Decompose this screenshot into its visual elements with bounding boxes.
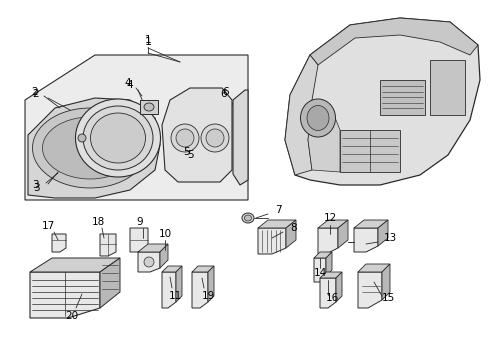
Polygon shape — [353, 220, 387, 228]
Polygon shape — [176, 266, 182, 302]
Text: 6: 6 — [222, 87, 229, 97]
Polygon shape — [232, 90, 247, 185]
Text: 2: 2 — [33, 89, 39, 99]
Polygon shape — [192, 266, 214, 272]
Polygon shape — [317, 220, 347, 228]
Polygon shape — [162, 88, 231, 182]
Ellipse shape — [244, 215, 251, 221]
Polygon shape — [377, 220, 387, 246]
Ellipse shape — [83, 106, 153, 170]
Polygon shape — [285, 55, 317, 175]
Ellipse shape — [75, 99, 160, 177]
Ellipse shape — [90, 113, 145, 163]
Polygon shape — [357, 264, 389, 272]
Text: 4: 4 — [124, 78, 131, 88]
Polygon shape — [138, 252, 160, 272]
Polygon shape — [100, 258, 120, 308]
Text: 3: 3 — [32, 180, 38, 190]
Bar — [379, 80, 424, 115]
Text: 9: 9 — [137, 217, 143, 227]
Polygon shape — [28, 98, 160, 198]
Polygon shape — [319, 272, 341, 278]
Polygon shape — [307, 100, 339, 172]
Text: 19: 19 — [201, 291, 214, 301]
Polygon shape — [162, 266, 182, 272]
Text: 1: 1 — [144, 35, 151, 45]
Polygon shape — [130, 228, 148, 252]
Ellipse shape — [205, 129, 224, 147]
Polygon shape — [353, 228, 377, 252]
Polygon shape — [335, 272, 341, 302]
Ellipse shape — [306, 105, 328, 130]
Polygon shape — [325, 252, 331, 276]
Text: 13: 13 — [383, 233, 396, 243]
Polygon shape — [357, 272, 381, 308]
Text: 5: 5 — [186, 150, 193, 160]
Text: 16: 16 — [325, 293, 338, 303]
Text: 6: 6 — [220, 89, 227, 99]
Polygon shape — [309, 18, 477, 65]
Text: 14: 14 — [313, 268, 326, 278]
Text: 20: 20 — [65, 311, 79, 321]
Ellipse shape — [78, 134, 86, 142]
Polygon shape — [52, 234, 66, 252]
Text: 1: 1 — [144, 37, 151, 47]
Text: 12: 12 — [323, 213, 336, 223]
Ellipse shape — [32, 108, 147, 188]
Polygon shape — [258, 220, 295, 228]
Polygon shape — [138, 244, 168, 252]
Bar — [429, 60, 464, 115]
Polygon shape — [30, 272, 100, 318]
Ellipse shape — [143, 257, 154, 267]
Text: 17: 17 — [41, 221, 55, 231]
Text: 15: 15 — [381, 293, 394, 303]
Polygon shape — [192, 272, 207, 308]
Polygon shape — [100, 234, 116, 256]
Ellipse shape — [242, 213, 253, 223]
Text: 5: 5 — [183, 147, 189, 157]
Polygon shape — [285, 220, 295, 248]
Polygon shape — [313, 252, 331, 258]
Polygon shape — [313, 258, 325, 282]
Ellipse shape — [300, 99, 335, 137]
Polygon shape — [162, 272, 176, 308]
Polygon shape — [258, 228, 285, 254]
Text: 8: 8 — [290, 223, 297, 233]
Text: 2: 2 — [32, 87, 38, 97]
Polygon shape — [207, 266, 214, 302]
Ellipse shape — [201, 124, 228, 152]
Ellipse shape — [176, 129, 194, 147]
Ellipse shape — [143, 103, 154, 111]
Text: 7: 7 — [274, 205, 281, 215]
Polygon shape — [337, 220, 347, 248]
Text: 11: 11 — [168, 291, 181, 301]
Text: 4: 4 — [126, 80, 133, 90]
Polygon shape — [319, 278, 335, 308]
Ellipse shape — [171, 124, 199, 152]
Polygon shape — [285, 18, 479, 185]
Ellipse shape — [42, 117, 137, 179]
Bar — [140, 100, 158, 114]
Text: 10: 10 — [158, 229, 171, 239]
Polygon shape — [317, 228, 337, 254]
Text: 18: 18 — [91, 217, 104, 227]
Polygon shape — [381, 264, 389, 300]
Polygon shape — [25, 55, 247, 200]
Text: 3: 3 — [33, 183, 39, 193]
Polygon shape — [160, 244, 168, 268]
Bar — [339, 130, 399, 172]
Polygon shape — [30, 258, 120, 272]
